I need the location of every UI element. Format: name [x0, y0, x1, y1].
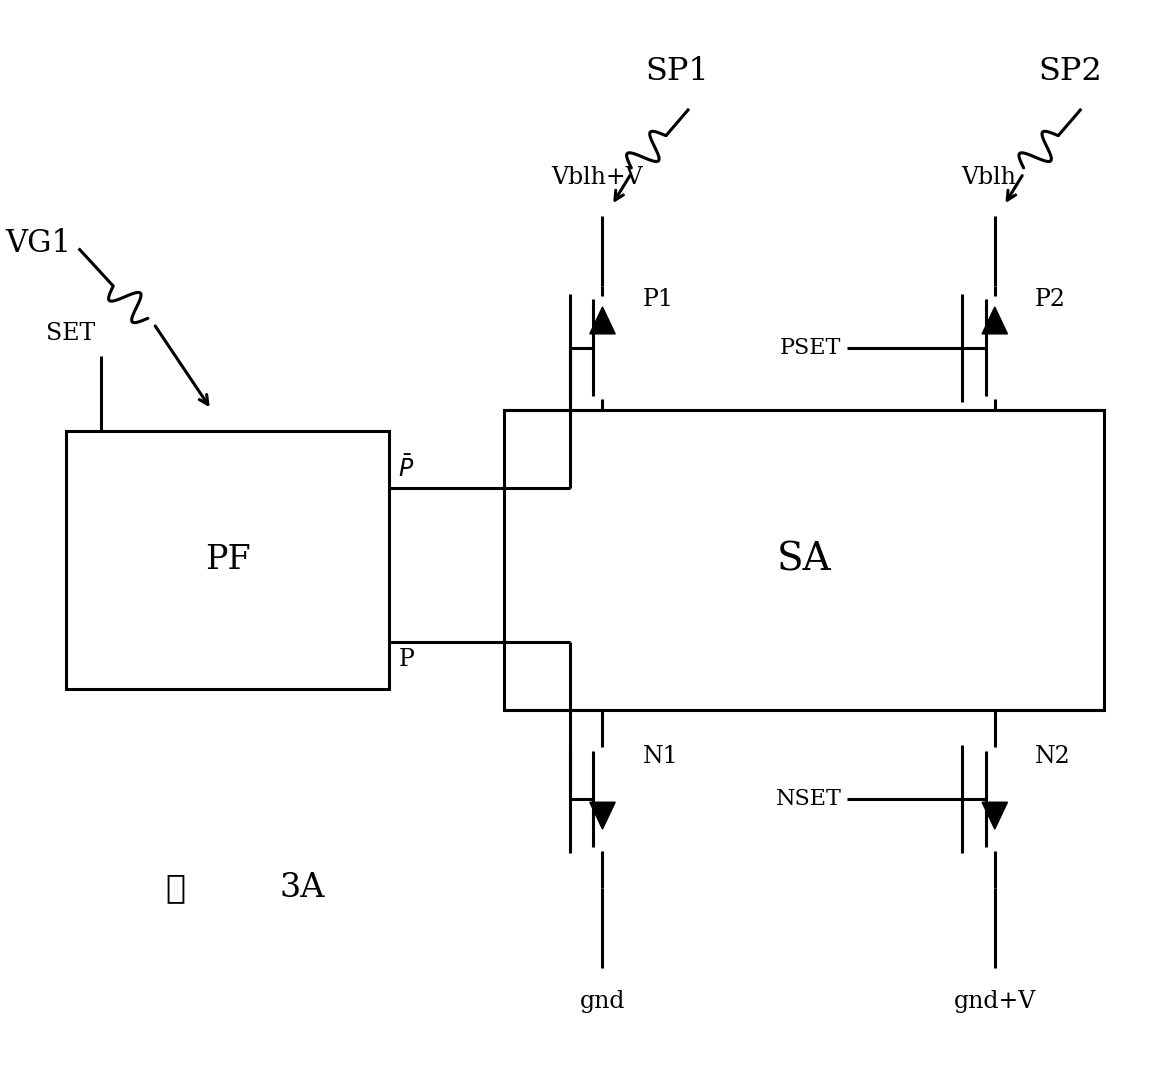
Polygon shape	[982, 307, 1007, 334]
Text: P2: P2	[1035, 288, 1066, 311]
Text: 图: 图	[166, 871, 186, 904]
Bar	[66, 431, 389, 689]
Text: NSET: NSET	[776, 788, 841, 810]
Text: $\bar{P}$: $\bar{P}$	[398, 456, 415, 482]
Polygon shape	[590, 802, 616, 829]
Text: 3A: 3A	[280, 871, 325, 904]
Text: P: P	[398, 648, 414, 671]
Bar	[504, 409, 1104, 711]
Text: SET: SET	[46, 322, 95, 345]
Text: SP2: SP2	[1038, 56, 1102, 87]
Text: gnd+V: gnd+V	[954, 990, 1036, 1012]
Polygon shape	[590, 307, 616, 334]
Text: PSET: PSET	[780, 337, 841, 359]
Text: PF: PF	[204, 544, 250, 576]
Text: gnd: gnd	[579, 990, 625, 1012]
Text: VG1: VG1	[5, 227, 72, 258]
Text: SP1: SP1	[646, 56, 710, 87]
Polygon shape	[982, 802, 1007, 829]
Text: N2: N2	[1035, 744, 1070, 768]
Text: N1: N1	[643, 744, 679, 768]
Text: Vblh+V: Vblh+V	[551, 166, 643, 190]
Text: SA: SA	[777, 542, 832, 578]
Text: P1: P1	[643, 288, 674, 311]
Text: Vblh: Vblh	[961, 166, 1016, 190]
